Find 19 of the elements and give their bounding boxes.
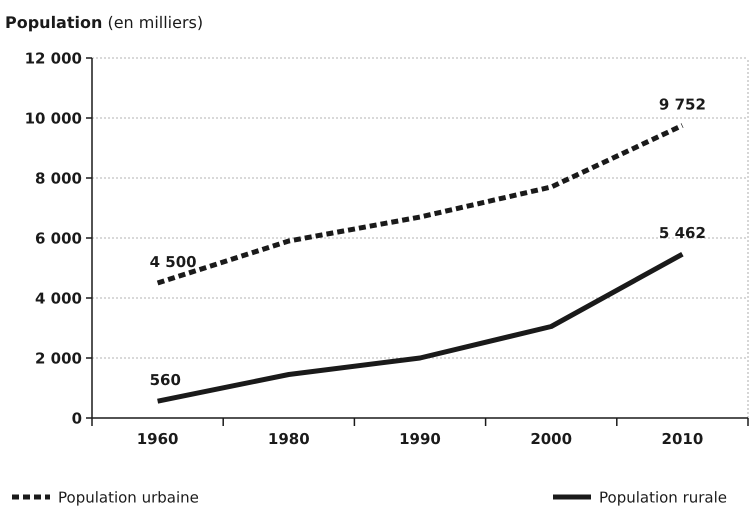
x-tick-label: 2000 xyxy=(530,430,572,448)
data-label: 5 462 xyxy=(658,224,706,242)
x-tick-label: 1960 xyxy=(136,430,178,448)
data-label: 4 500 xyxy=(150,253,197,271)
legend-label: Population rurale xyxy=(599,488,728,506)
y-tick-label: 12 000 xyxy=(24,49,82,68)
legend-label: Population urbaine xyxy=(58,488,199,506)
y-tick-label: 6 000 xyxy=(35,229,82,248)
data-label: 560 xyxy=(150,371,181,390)
y-tick-label: 10 000 xyxy=(24,109,82,128)
x-tick-label: 1990 xyxy=(399,430,441,448)
x-tick-label: 1980 xyxy=(268,430,310,448)
y-tick-label: 0 xyxy=(72,409,82,428)
data-label: 9 752 xyxy=(658,95,706,114)
x-tick-label: 2010 xyxy=(662,430,704,448)
y-tick-label: 2 000 xyxy=(35,349,82,368)
y-tick-label: 4 000 xyxy=(35,289,82,308)
chart-title: Population (en milliers) xyxy=(5,13,204,32)
y-tick-label: 8 000 xyxy=(35,169,82,188)
